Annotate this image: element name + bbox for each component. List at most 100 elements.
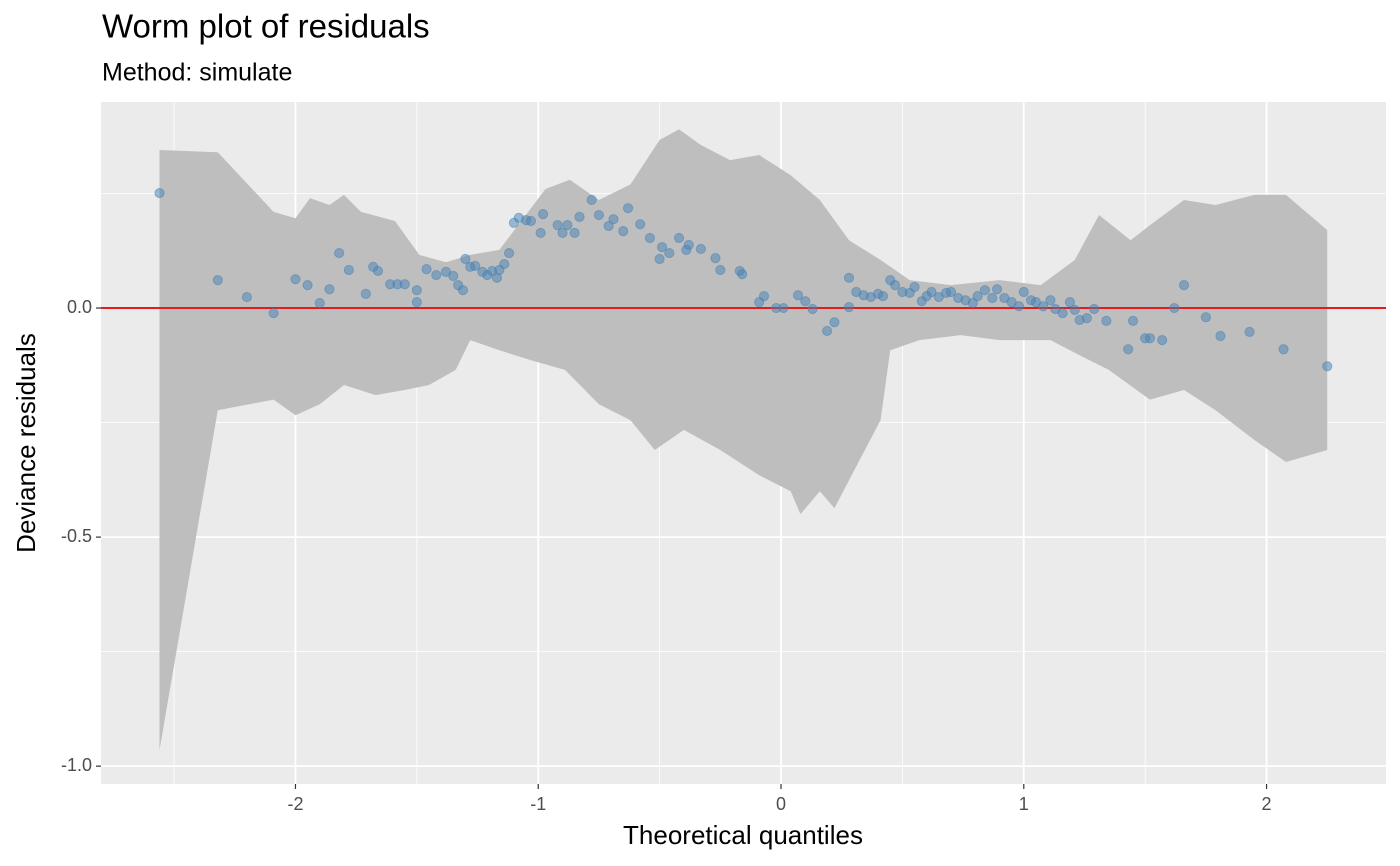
point	[608, 214, 619, 225]
point	[778, 302, 789, 314]
point	[562, 220, 573, 231]
point	[569, 227, 580, 239]
point	[411, 285, 422, 296]
point	[1157, 335, 1168, 346]
point	[656, 242, 668, 253]
point	[212, 275, 223, 286]
point	[302, 280, 313, 291]
point	[807, 303, 818, 315]
point	[967, 297, 978, 309]
point	[470, 260, 481, 272]
point	[792, 290, 804, 301]
point	[635, 219, 646, 230]
point	[535, 227, 546, 239]
point	[1178, 280, 1190, 291]
point	[877, 291, 889, 302]
x-tick-label: 1	[1019, 794, 1029, 814]
point	[618, 225, 629, 237]
point	[843, 302, 855, 313]
y-tick-label: -1.0	[61, 755, 92, 775]
point	[695, 243, 706, 255]
point	[399, 279, 410, 290]
point	[1127, 315, 1139, 326]
point	[654, 253, 665, 265]
point	[1200, 312, 1211, 323]
point	[1322, 361, 1333, 372]
point	[972, 291, 983, 302]
point	[979, 285, 991, 296]
point	[991, 284, 1003, 295]
point	[1069, 304, 1080, 315]
point	[683, 239, 694, 250]
point	[574, 211, 585, 222]
point	[1244, 326, 1255, 337]
point	[1038, 301, 1049, 312]
chart-subtitle: Method: simulate	[102, 59, 292, 87]
x-tick-label: 2	[1262, 794, 1272, 814]
point	[909, 281, 920, 293]
y-tick-label: 0.0	[67, 297, 92, 317]
point	[1013, 301, 1025, 312]
point	[664, 247, 675, 259]
point	[460, 253, 471, 265]
point	[822, 325, 833, 337]
point	[557, 227, 568, 239]
point	[268, 307, 279, 319]
point	[1144, 333, 1156, 344]
x-axis-title: Theoretical quantiles	[623, 820, 863, 850]
point	[343, 264, 354, 276]
point	[715, 264, 726, 276]
point	[448, 270, 459, 282]
point	[622, 203, 634, 214]
point	[1123, 344, 1134, 355]
point	[1081, 313, 1093, 324]
point	[673, 232, 685, 244]
point	[1169, 302, 1180, 314]
x-tick-label: -2	[287, 794, 303, 814]
point	[537, 209, 549, 220]
point	[603, 220, 614, 232]
x-tick-label: 0	[776, 794, 786, 814]
point	[324, 284, 335, 295]
point	[334, 247, 345, 259]
point	[1215, 330, 1226, 342]
point	[314, 297, 325, 309]
point	[800, 296, 811, 307]
point	[1278, 344, 1289, 355]
point	[1089, 303, 1100, 315]
point	[1045, 295, 1056, 306]
x-tick-label: -1	[530, 794, 546, 814]
point	[525, 215, 537, 227]
point	[593, 209, 605, 221]
point	[457, 285, 469, 296]
point	[926, 286, 937, 298]
point	[431, 269, 442, 281]
chart-title: Worm plot of residuals	[102, 8, 430, 45]
point	[372, 265, 384, 277]
point	[241, 291, 253, 303]
point	[737, 269, 748, 280]
point	[1064, 296, 1076, 308]
point	[843, 272, 855, 283]
point	[829, 317, 840, 328]
y-axis-title: Deviance residuals	[11, 333, 41, 553]
point	[552, 220, 563, 231]
point	[710, 253, 721, 264]
point	[411, 296, 422, 308]
point	[154, 187, 165, 199]
point	[758, 291, 770, 302]
point	[1101, 315, 1112, 326]
point	[421, 264, 432, 275]
point	[987, 292, 998, 304]
point	[360, 288, 371, 299]
point	[290, 274, 301, 285]
point	[945, 286, 957, 298]
point	[586, 194, 597, 206]
point	[1057, 307, 1068, 319]
point	[504, 247, 515, 259]
point	[890, 280, 901, 291]
point	[499, 258, 510, 270]
point	[1018, 286, 1029, 298]
